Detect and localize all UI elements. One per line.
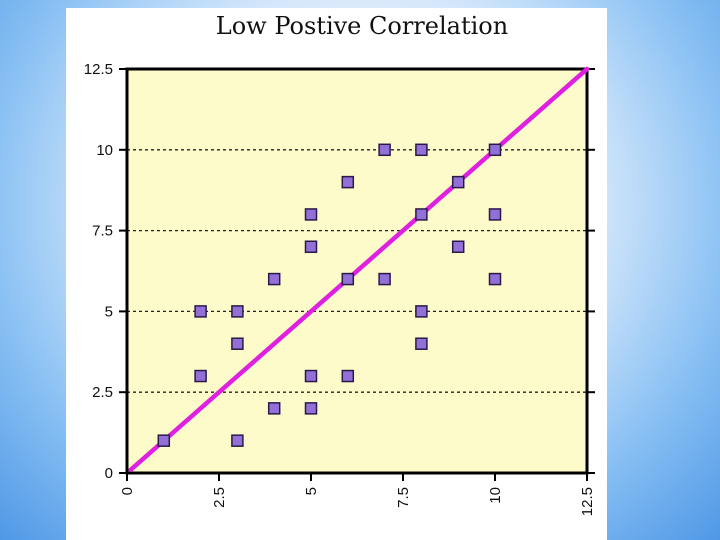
data-point-13	[341, 272, 355, 286]
x-tick-label-1: 2.5	[211, 487, 228, 508]
data-point-2	[194, 305, 207, 318]
y-tick-label-4: 10	[96, 142, 113, 159]
plot-frame	[125, 67, 589, 475]
data-point-21	[451, 240, 465, 254]
scatter-chart: Low Postive Correlation 0 2.5 5 7.5 10 12.5 0 2…	[84, 12, 596, 516]
y-tick-label-1: 2.5	[92, 384, 113, 401]
data-point-24	[488, 208, 502, 221]
data-point-8	[304, 402, 318, 415]
x-tick-label-4: 10	[487, 487, 504, 504]
data-point-18	[415, 305, 428, 318]
data-point-9	[304, 369, 318, 383]
data-point-16	[378, 143, 391, 157]
data-point-6	[267, 402, 281, 415]
data-point-4	[231, 337, 244, 350]
y-tick-label-2: 5	[105, 303, 113, 320]
data-point-15	[378, 272, 391, 286]
data-point-23	[488, 272, 502, 286]
chart-title: Low Postive Correlation	[216, 12, 508, 40]
y-tick-label-0: 0	[105, 465, 113, 482]
data-point-14	[341, 175, 355, 189]
data-point-7	[267, 272, 281, 286]
data-point-19	[415, 208, 428, 221]
x-tick-label-0: 0	[119, 487, 136, 495]
data-point-1	[194, 369, 207, 383]
data-point-25	[488, 143, 502, 157]
data-point-0	[157, 434, 171, 447]
x-tick-label-2: 5	[303, 487, 320, 495]
data-point-11	[304, 208, 318, 221]
data-point-17	[415, 337, 428, 350]
y-tick-label-3: 7.5	[92, 223, 113, 240]
slide-panel: Low Postive Correlation 0 2.5 5 7.5 10 12.5 0 2…	[66, 8, 607, 540]
x-tick-label-3: 7.5	[395, 487, 412, 508]
data-point-20	[415, 143, 428, 157]
data-point-12	[341, 369, 355, 383]
x-tick-label-5: 12.5	[579, 487, 596, 516]
data-point-3	[231, 434, 244, 447]
data-point-10	[304, 240, 318, 254]
data-point-22	[451, 175, 465, 189]
y-tick-label-5: 12.5	[84, 61, 113, 78]
data-point-5	[231, 305, 244, 318]
trend-line	[128, 66, 590, 473]
